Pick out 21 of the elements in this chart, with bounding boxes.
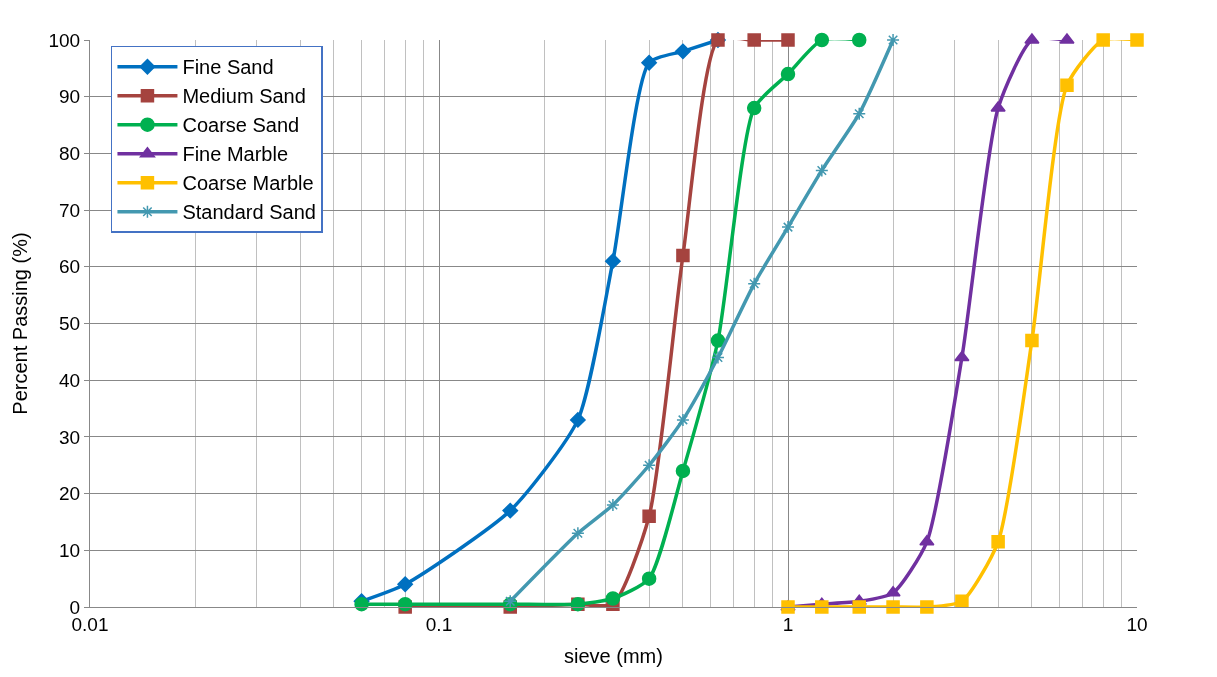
y-tick-label: 10 [59,539,81,561]
y-tick-label: 40 [59,369,81,391]
y-tick-label: 90 [59,86,81,108]
x-tick-label: 10 [1126,613,1148,635]
legend-label: Medium Sand [182,85,306,108]
legend-label: Fine Sand [182,56,274,79]
y-tick-label: 80 [59,143,81,165]
y-tick-label: 60 [59,256,81,278]
y-tick-label: 20 [59,483,81,505]
y-tick-label: 100 [48,29,81,51]
x-axis-title: sieve (mm) [564,645,663,668]
y-axis-title: Percent Passing (%) [9,232,31,415]
legend-label: Standard Sand [182,201,316,224]
legend-label: Fine Marble [182,143,289,166]
y-tick-label: 50 [59,313,81,335]
x-tick-label: 0.1 [425,613,453,635]
x-tick-label: 1 [782,613,794,635]
y-tick-label: 30 [59,426,81,448]
legend-label: Coarse Marble [182,172,314,195]
legend-label: Coarse Sand [182,114,300,137]
y-tick-label: 70 [59,199,81,221]
